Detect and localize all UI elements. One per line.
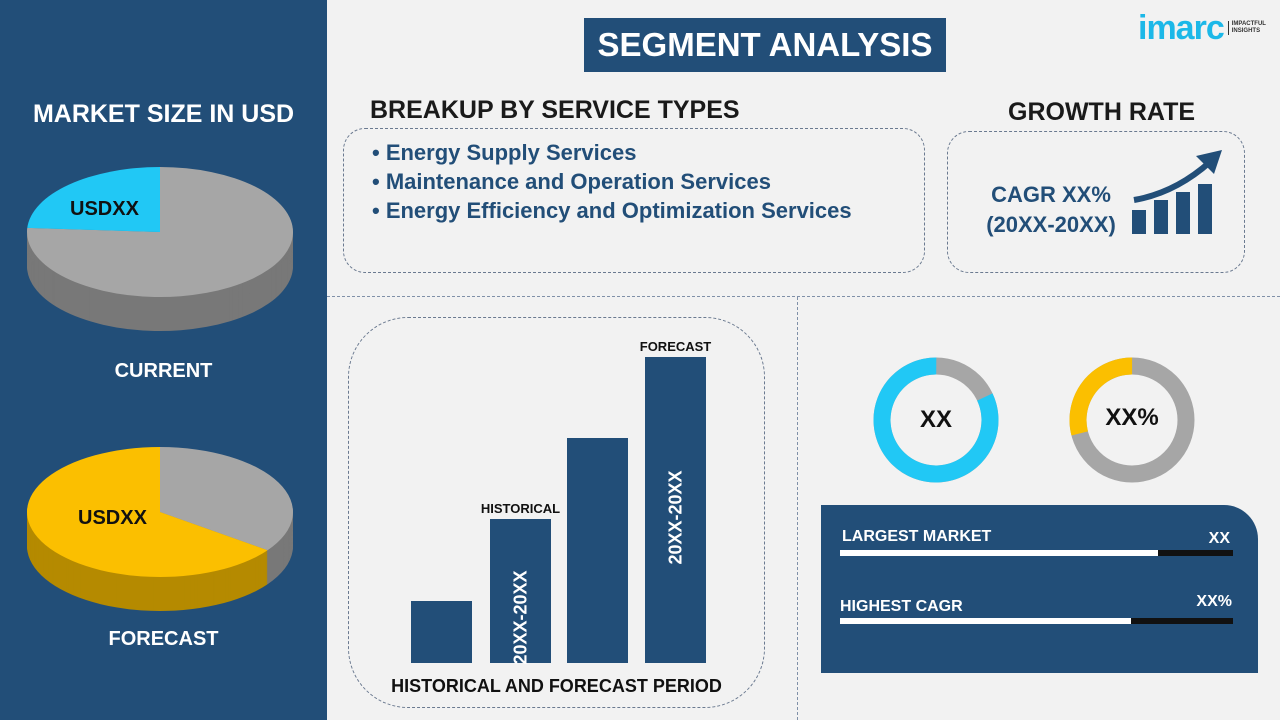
stat-value: XX% <box>1196 593 1232 610</box>
period-bar <box>490 519 551 663</box>
stat-bar <box>840 550 1233 556</box>
page-title: SEGMENT ANALYSIS <box>584 18 946 72</box>
imarc-logo: imarc IMPACTFUL INSIGHTS <box>1138 8 1278 48</box>
donut-1-label: XX <box>919 406 952 433</box>
growth-chart-icon <box>1132 150 1222 234</box>
service-types-heading: BREAKUP BY SERVICE TYPES <box>370 96 740 124</box>
forecast-label: FORECAST <box>108 628 219 650</box>
logo-tagline: IMPACTFUL INSIGHTS <box>1227 21 1266 35</box>
growth-heading: GROWTH RATE <box>1008 98 1196 126</box>
current-pie <box>27 167 294 331</box>
pie-slice <box>27 167 160 232</box>
stat-bar <box>840 618 1233 624</box>
cagr-period: (20XX-20XX) <box>986 212 1116 237</box>
historical-label: HISTORICAL <box>480 501 561 517</box>
forecast-value: USDXX <box>78 507 147 529</box>
chart-x-label: HISTORICAL AND FORECAST PERIOD <box>391 676 722 696</box>
service-type-item: • Energy Efficiency and Optimization Ser… <box>372 198 852 223</box>
divider <box>797 297 798 720</box>
forecast-pie <box>26 447 294 611</box>
stats-panel: LARGEST MARKET XX HIGHEST CAGR XX% <box>821 505 1258 673</box>
forecast-label: FORECAST <box>639 339 712 354</box>
service-type-item: • Energy Supply Services <box>372 140 637 165</box>
current-value: USDXX <box>70 198 139 220</box>
pie-slice <box>160 447 293 551</box>
cagr-value: CAGR XX% <box>991 182 1111 207</box>
period-bar <box>411 600 472 663</box>
stat-label: HIGHEST CAGR <box>840 598 963 615</box>
service-types-box: • Energy Supply Services • Maintenance an… <box>343 128 925 273</box>
period-chart-box <box>348 317 765 708</box>
pie-slice <box>26 447 268 577</box>
bar-period-label: 20XX-20XX <box>510 570 530 665</box>
stat-value: XX <box>1208 530 1230 547</box>
bar-period-label: 20XX-20XX <box>665 470 685 565</box>
service-type-item: • Maintenance and Operation Services <box>372 169 771 194</box>
logo-brand: imarc <box>1138 8 1225 47</box>
market-size-heading: MARKET SIZE IN USD <box>32 100 295 128</box>
period-bar <box>567 438 628 663</box>
donut-fill <box>873 357 999 483</box>
growth-box: CAGR XX% (20XX-20XX) <box>947 131 1245 273</box>
donut-charts <box>873 357 1195 483</box>
divider <box>327 296 1280 297</box>
stat-label: LARGEST MARKET <box>842 528 992 545</box>
donut-2-label: XX% <box>1105 404 1159 431</box>
current-label: CURRENT <box>114 360 213 382</box>
period-bar <box>645 357 706 663</box>
